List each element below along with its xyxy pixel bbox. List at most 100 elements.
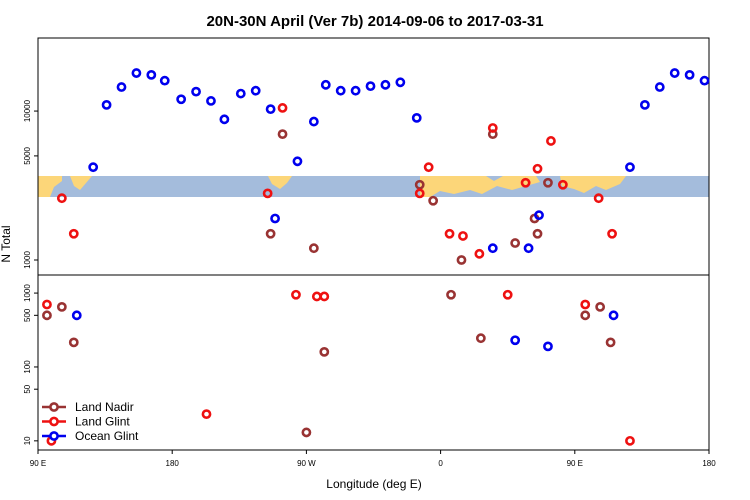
point-land-glint bbox=[414, 188, 425, 199]
point-ocean-glint bbox=[131, 68, 142, 78]
point-land-glint bbox=[625, 435, 635, 446]
point-land-nadir bbox=[42, 310, 52, 321]
point-ocean-glint bbox=[380, 79, 391, 90]
y-tick-label: 1000 bbox=[23, 251, 32, 269]
point-land-glint bbox=[546, 136, 556, 146]
legend-marker bbox=[49, 416, 59, 427]
point-land-glint bbox=[474, 248, 485, 259]
x-tick-label: 180 bbox=[702, 459, 716, 468]
y-tick-label: 10000 bbox=[23, 99, 32, 122]
point-ocean-glint bbox=[335, 85, 346, 96]
point-land-glint bbox=[532, 163, 543, 174]
y-tick-label: 500 bbox=[23, 308, 32, 322]
x-axis: 90 E 180 90 W 0 90 E 180 bbox=[30, 450, 716, 468]
point-ocean-glint bbox=[270, 213, 280, 224]
map-land bbox=[560, 176, 626, 193]
point-land-nadir bbox=[265, 228, 276, 239]
y-tick-label: 10 bbox=[23, 436, 32, 445]
point-ocean-glint bbox=[219, 114, 230, 125]
point-land-nadir bbox=[428, 195, 439, 206]
point-ocean-glint bbox=[308, 116, 319, 127]
point-land-glint bbox=[557, 179, 568, 190]
y-tick-label: 5000 bbox=[23, 146, 32, 164]
point-ocean-glint bbox=[699, 75, 710, 86]
point-land-nadir bbox=[456, 255, 467, 265]
point-land-nadir bbox=[475, 333, 486, 344]
point-ocean-glint bbox=[206, 96, 216, 106]
point-land-nadir bbox=[532, 228, 543, 239]
point-land-glint bbox=[201, 409, 212, 420]
point-land-glint bbox=[42, 299, 52, 310]
y-axis: 1000 5000 10000 10 50 100 500 1000 bbox=[23, 99, 38, 445]
point-land-nadir bbox=[605, 337, 616, 348]
point-land-glint bbox=[502, 289, 513, 300]
point-ocean-glint bbox=[101, 99, 112, 110]
point-land-nadir bbox=[56, 302, 67, 312]
point-land-glint bbox=[319, 291, 330, 302]
point-ocean-glint bbox=[625, 162, 635, 173]
point-land-nadir bbox=[543, 177, 553, 188]
x-tick-label: 180 bbox=[166, 459, 180, 468]
data-points bbox=[42, 68, 710, 446]
legend-label: Ocean Glint bbox=[75, 429, 139, 443]
map-land bbox=[38, 176, 62, 197]
point-land-glint bbox=[56, 193, 67, 204]
chart-title: 20N-30N April (Ver 7b) 2014-09-06 to 201… bbox=[206, 13, 543, 30]
point-ocean-glint bbox=[191, 86, 201, 97]
point-ocean-glint bbox=[487, 243, 498, 254]
point-ocean-glint bbox=[510, 335, 521, 346]
x-tick-label: 90 E bbox=[567, 459, 583, 468]
map-land bbox=[70, 176, 92, 190]
legend-label: Land Nadir bbox=[75, 400, 134, 414]
map-land bbox=[268, 176, 292, 189]
point-land-glint bbox=[487, 123, 498, 133]
plot-frame bbox=[37, 37, 710, 451]
point-ocean-glint bbox=[608, 310, 619, 321]
point-land-nadir bbox=[595, 302, 606, 312]
x-tick-label: 0 bbox=[438, 459, 443, 468]
point-ocean-glint bbox=[116, 82, 127, 92]
y-tick-label: 50 bbox=[23, 384, 32, 393]
point-land-nadir bbox=[580, 310, 591, 321]
legend-marker bbox=[49, 431, 59, 441]
point-land-glint bbox=[580, 299, 591, 310]
y-tick-label: 1000 bbox=[23, 284, 32, 302]
point-land-glint bbox=[277, 103, 288, 113]
point-ocean-glint bbox=[176, 94, 187, 105]
point-ocean-glint bbox=[534, 210, 544, 221]
point-ocean-glint bbox=[350, 85, 361, 96]
point-ocean-glint bbox=[639, 99, 650, 110]
point-land-glint bbox=[520, 177, 531, 188]
point-land-nadir bbox=[301, 427, 312, 438]
point-ocean-glint bbox=[250, 85, 261, 96]
x-tick-label: 90 E bbox=[30, 459, 46, 468]
point-land-glint bbox=[262, 188, 273, 199]
point-land-nadir bbox=[277, 129, 288, 140]
point-ocean-glint bbox=[159, 75, 170, 86]
point-land-glint bbox=[607, 228, 617, 239]
map-land bbox=[420, 176, 540, 197]
point-land-glint bbox=[458, 231, 468, 241]
point-ocean-glint bbox=[669, 68, 680, 78]
point-ocean-glint bbox=[235, 88, 246, 99]
point-ocean-glint bbox=[365, 81, 376, 92]
point-land-glint bbox=[311, 291, 322, 302]
point-ocean-glint bbox=[411, 112, 422, 123]
legend-label: Land Glint bbox=[75, 415, 130, 429]
point-ocean-glint bbox=[684, 69, 695, 80]
point-land-glint bbox=[444, 228, 455, 239]
point-ocean-glint bbox=[265, 104, 276, 115]
point-ocean-glint bbox=[71, 310, 82, 321]
legend-marker bbox=[49, 402, 59, 412]
point-land-nadir bbox=[414, 179, 425, 190]
point-ocean-glint bbox=[395, 77, 406, 88]
y-axis-label: N Total bbox=[0, 225, 13, 262]
point-ocean-glint bbox=[88, 162, 99, 173]
point-ocean-glint bbox=[292, 156, 303, 167]
point-land-nadir bbox=[446, 289, 456, 300]
point-land-nadir bbox=[319, 346, 330, 357]
point-land-nadir bbox=[510, 238, 521, 248]
point-land-nadir bbox=[308, 243, 319, 254]
